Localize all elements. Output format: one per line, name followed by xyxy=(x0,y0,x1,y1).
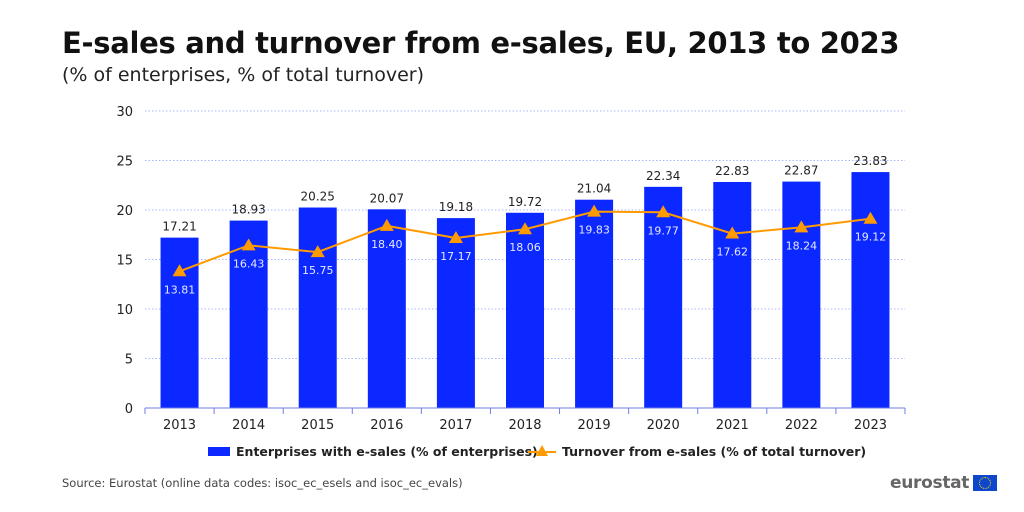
legend-bar-swatch xyxy=(208,447,230,456)
bar-data-label: 22.87 xyxy=(784,164,818,178)
y-tick-label: 5 xyxy=(125,353,133,368)
bar-data-label: 19.72 xyxy=(508,195,542,209)
line-data-label: 19.77 xyxy=(647,224,679,237)
x-tick-label: 2019 xyxy=(578,418,611,433)
chart-subtitle: (% of enterprises, % of total turnover) xyxy=(62,64,424,86)
bar xyxy=(851,172,890,408)
bar-data-label: 19.18 xyxy=(439,200,473,214)
line-data-label: 16.43 xyxy=(233,257,265,270)
x-tick-label: 2020 xyxy=(647,418,680,433)
bar xyxy=(367,209,406,408)
x-tick-label: 2017 xyxy=(439,418,472,433)
x-tick-label: 2021 xyxy=(716,418,749,433)
bar xyxy=(160,237,199,408)
bar xyxy=(713,181,752,408)
bar-data-label: 18.93 xyxy=(231,203,265,217)
x-tick-label: 2023 xyxy=(854,418,887,433)
bar xyxy=(298,207,337,408)
y-tick-label: 25 xyxy=(116,155,133,170)
bar-data-label: 21.04 xyxy=(577,182,611,196)
line-data-label: 19.12 xyxy=(855,231,887,244)
line-data-label: 18.06 xyxy=(509,241,541,254)
bar-data-label: 17.21 xyxy=(162,220,196,234)
line-marker xyxy=(587,204,602,217)
line-marker xyxy=(172,264,187,277)
legend-line-label: Turnover from e-sales (% of total turnov… xyxy=(562,444,866,459)
line-marker xyxy=(518,222,532,235)
logo-text: eurostat xyxy=(890,473,970,493)
y-tick-label: 0 xyxy=(125,402,133,417)
bar xyxy=(506,212,544,408)
line-data-label: 18.40 xyxy=(371,238,403,251)
x-tick-label: 2022 xyxy=(785,418,818,433)
bar xyxy=(575,199,614,408)
bar xyxy=(782,181,821,408)
legend-triangle-icon xyxy=(536,445,548,456)
x-tick-label: 2013 xyxy=(163,418,196,433)
eurostat-logo: eurostat xyxy=(890,473,998,493)
line-marker xyxy=(241,238,256,251)
line-marker xyxy=(448,231,463,244)
line-data-label: 17.62 xyxy=(717,246,749,259)
legend-bar-label: Enterprises with e-sales (% of enterpris… xyxy=(236,444,538,459)
line-data-label: 17.17 xyxy=(440,250,472,263)
y-tick-label: 15 xyxy=(116,254,133,269)
x-tick-label: 2018 xyxy=(508,418,541,433)
x-tick-label: 2015 xyxy=(301,418,334,433)
bar xyxy=(229,220,268,408)
line-data-label: 18.24 xyxy=(786,239,818,252)
bar-data-label: 22.34 xyxy=(646,169,680,183)
bar-data-label: 23.83 xyxy=(853,154,887,168)
x-tick-label: 2014 xyxy=(232,418,265,433)
bar-data-label: 20.07 xyxy=(370,191,404,205)
line-marker xyxy=(310,245,325,258)
line-marker xyxy=(794,220,809,233)
y-tick-label: 30 xyxy=(116,105,133,120)
bar-data-label: 20.25 xyxy=(301,190,335,204)
y-tick-label: 10 xyxy=(116,303,133,318)
line-marker xyxy=(379,218,394,231)
y-tick-label: 20 xyxy=(116,204,133,219)
line-marker xyxy=(656,205,671,218)
line-data-label: 15.75 xyxy=(302,264,334,277)
line-marker xyxy=(725,226,740,239)
chart-title: E-sales and turnover from e-sales, EU, 2… xyxy=(62,26,900,60)
bar-data-label: 22.83 xyxy=(715,164,749,178)
bar xyxy=(436,218,475,408)
line-data-label: 19.83 xyxy=(578,224,610,237)
x-tick-label: 2016 xyxy=(370,418,403,433)
line-marker xyxy=(863,211,878,224)
line-data-label: 13.81 xyxy=(164,283,196,296)
eu-flag-icon xyxy=(973,475,998,491)
source-note: Source: Eurostat (online data codes: iso… xyxy=(62,476,463,490)
bar xyxy=(644,186,683,408)
